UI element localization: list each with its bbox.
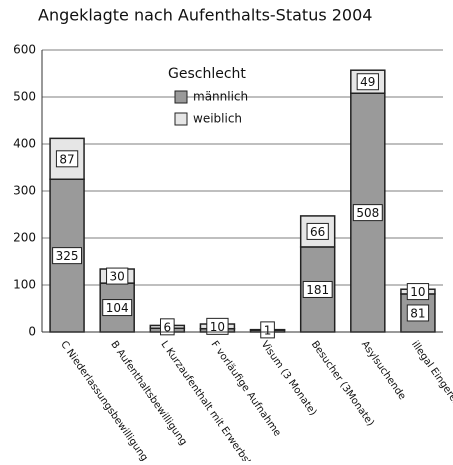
value-label: 30 bbox=[110, 270, 125, 284]
y-tick-label: 400 bbox=[13, 137, 36, 151]
y-tick-label: 0 bbox=[28, 325, 36, 339]
value-label: 81 bbox=[410, 306, 425, 320]
value-label: 87 bbox=[59, 152, 74, 166]
y-tick-label: 300 bbox=[13, 184, 36, 198]
legend-swatch bbox=[175, 91, 187, 103]
x-tick-label: illegal Eingereiste bbox=[409, 339, 453, 418]
y-tick-label: 500 bbox=[13, 90, 36, 104]
legend-label: männlich bbox=[193, 90, 248, 104]
value-label: 508 bbox=[356, 206, 379, 220]
value-label: 104 bbox=[106, 301, 129, 315]
y-tick-label: 600 bbox=[13, 43, 36, 57]
value-label: 10 bbox=[410, 285, 425, 299]
chart-title: Angeklagte nach Aufenthalts-Status 2004 bbox=[38, 6, 372, 25]
value-label: 49 bbox=[360, 75, 375, 89]
legend-swatch bbox=[175, 113, 187, 125]
value-label: 66 bbox=[310, 225, 325, 239]
x-tick-label: L Kurzaufenthalt mit Erwerbstät bbox=[158, 339, 258, 461]
x-tick-label: Asylsuchende bbox=[359, 339, 408, 402]
legend-label: weiblich bbox=[193, 112, 242, 126]
y-tick-label: 200 bbox=[13, 231, 36, 245]
y-tick-label: 100 bbox=[13, 278, 36, 292]
x-tick-label: Visum (3 Monate) bbox=[259, 339, 319, 418]
value-label: 1 bbox=[264, 323, 272, 337]
x-tick-label: C Niederlassungsbewilligung bbox=[58, 339, 150, 461]
value-label: 181 bbox=[306, 283, 329, 297]
legend-title: Geschlecht bbox=[168, 66, 246, 82]
value-label: 325 bbox=[56, 249, 79, 263]
